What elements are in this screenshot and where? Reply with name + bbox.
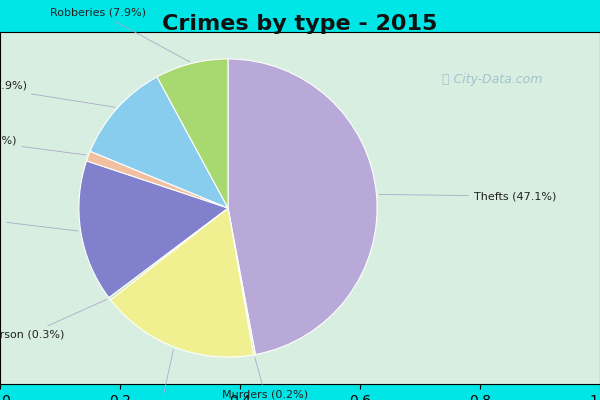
Text: Rapes (1.1%): Rapes (1.1%) (0, 136, 86, 155)
Wedge shape (90, 77, 228, 208)
Text: Murders (0.2%): Murders (0.2%) (222, 358, 308, 400)
Text: Assaults (10.9%): Assaults (10.9%) (0, 81, 115, 107)
Wedge shape (86, 151, 228, 208)
Text: ⓘ City-Data.com: ⓘ City-Data.com (442, 74, 542, 86)
Text: Burglaries (15.4%): Burglaries (15.4%) (0, 210, 78, 231)
Wedge shape (110, 208, 254, 357)
Text: Crimes by type - 2015: Crimes by type - 2015 (163, 14, 437, 34)
Wedge shape (157, 59, 228, 208)
Wedge shape (228, 59, 377, 354)
Text: Thefts (47.1%): Thefts (47.1%) (379, 191, 556, 201)
Wedge shape (109, 208, 228, 300)
Text: Robberies (7.9%): Robberies (7.9%) (50, 7, 190, 62)
Text: Auto thefts (17.2%): Auto thefts (17.2%) (106, 350, 215, 400)
Wedge shape (228, 208, 256, 355)
Text: Arson (0.3%): Arson (0.3%) (0, 299, 107, 340)
Wedge shape (79, 161, 228, 298)
